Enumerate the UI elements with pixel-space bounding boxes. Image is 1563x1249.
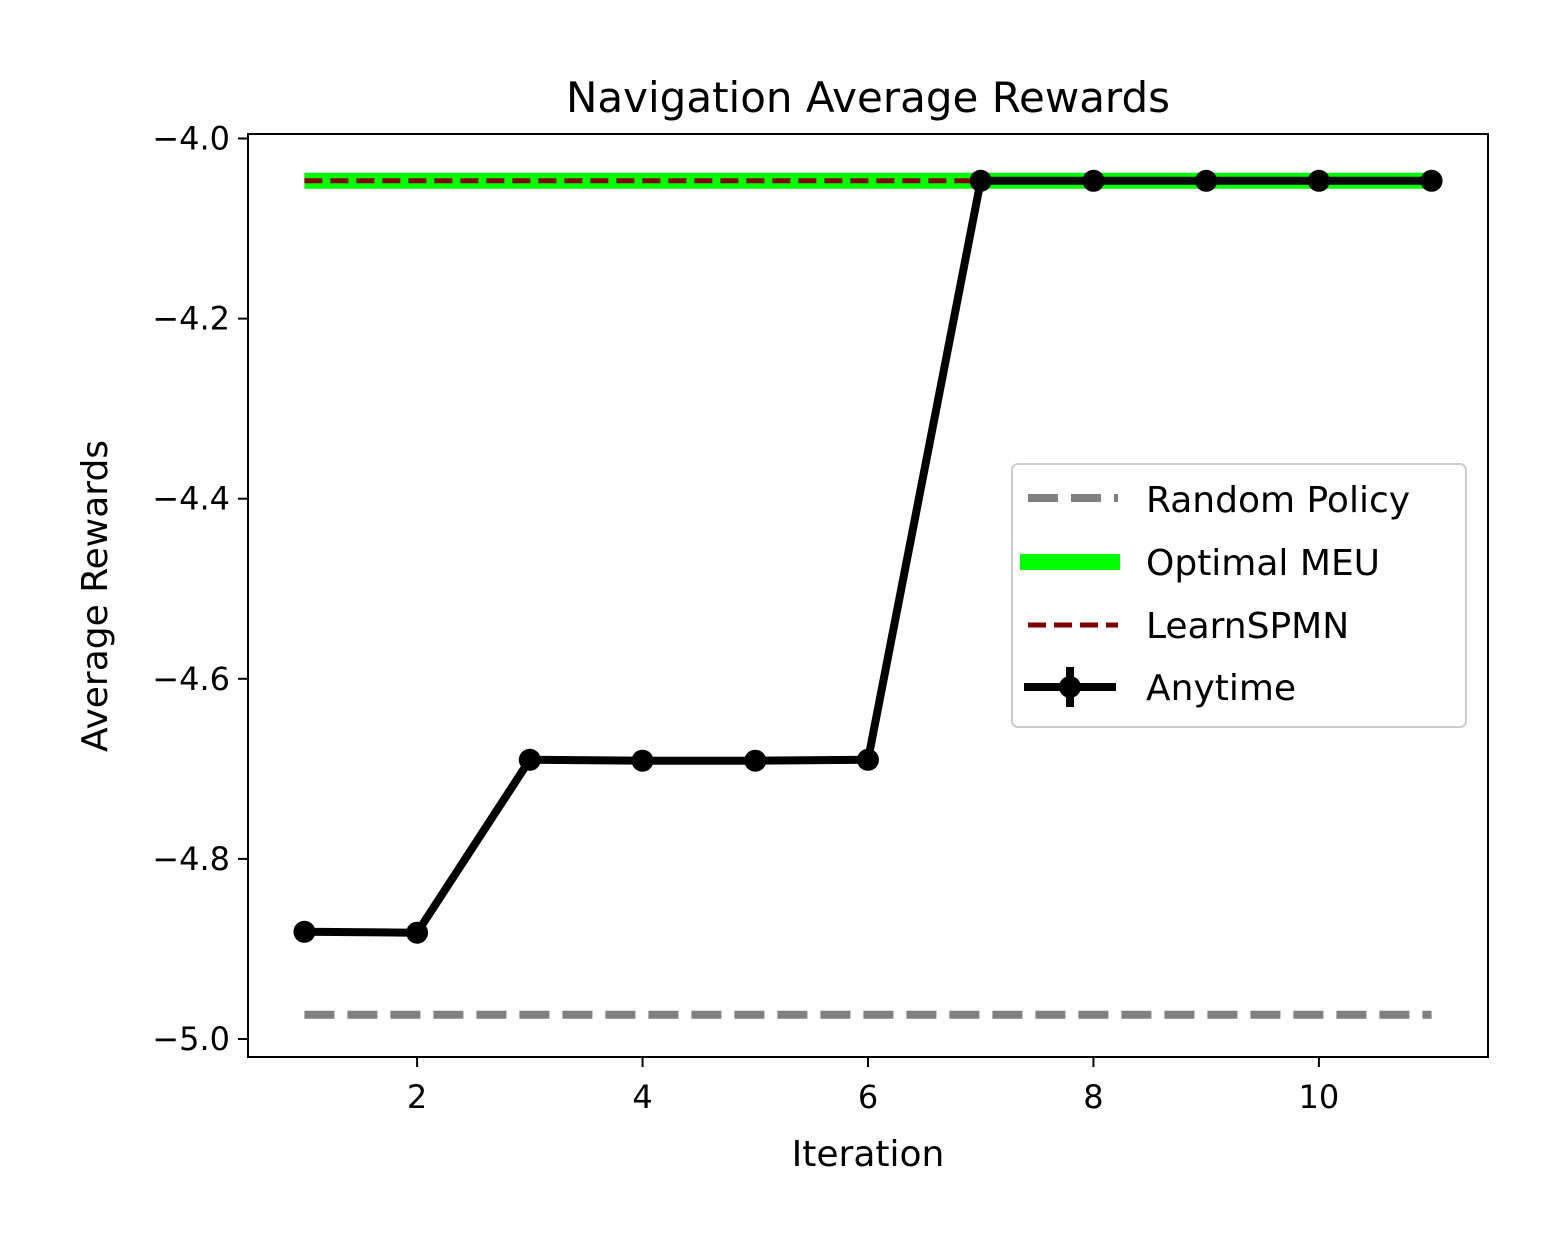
y-tick-label: −4.2 [152,300,230,338]
legend-label-random-policy: Random Policy [1146,480,1410,521]
x-tick-label: 2 [407,1078,427,1116]
data-point-anytime [406,921,429,944]
data-point-anytime [1420,169,1443,192]
y-axis-label: Average Rewards [75,440,116,752]
legend-frame [1011,463,1467,728]
y-tick-label: −4.0 [152,120,230,158]
data-point-anytime [1195,169,1218,192]
y-tick-label: −4.4 [152,480,230,518]
x-tick-label: 8 [1083,1078,1103,1116]
x-tick-label: 6 [858,1078,878,1116]
legend-label-optimal-meu: Optimal MEU [1146,543,1380,584]
legend-swatch-anytime-marker [1059,676,1081,698]
legend-label-learnspmn: LearnSPMN [1146,606,1349,647]
data-point-anytime [1307,169,1330,192]
y-tick-label: −4.6 [152,660,230,698]
data-point-anytime [969,169,992,192]
data-point-anytime [1082,169,1105,192]
x-axis-label: Iteration [792,1134,945,1175]
y-tick-label: −5.0 [152,1020,230,1058]
data-point-anytime [857,748,879,771]
x-tick-label: 4 [632,1078,652,1116]
legend-label-anytime: Anytime [1146,668,1296,709]
legend: Random Policy Optimal MEU LearnSPMN Anyt… [1011,463,1467,728]
chart-title: Navigation Average Rewards [566,73,1170,122]
y-tick-label: −4.8 [152,840,230,878]
data-point-anytime [631,749,654,772]
data-point-anytime [293,920,316,943]
data-point-anytime [518,748,541,771]
x-tick-label: 10 [1299,1078,1340,1116]
data-point-anytime [744,749,767,772]
